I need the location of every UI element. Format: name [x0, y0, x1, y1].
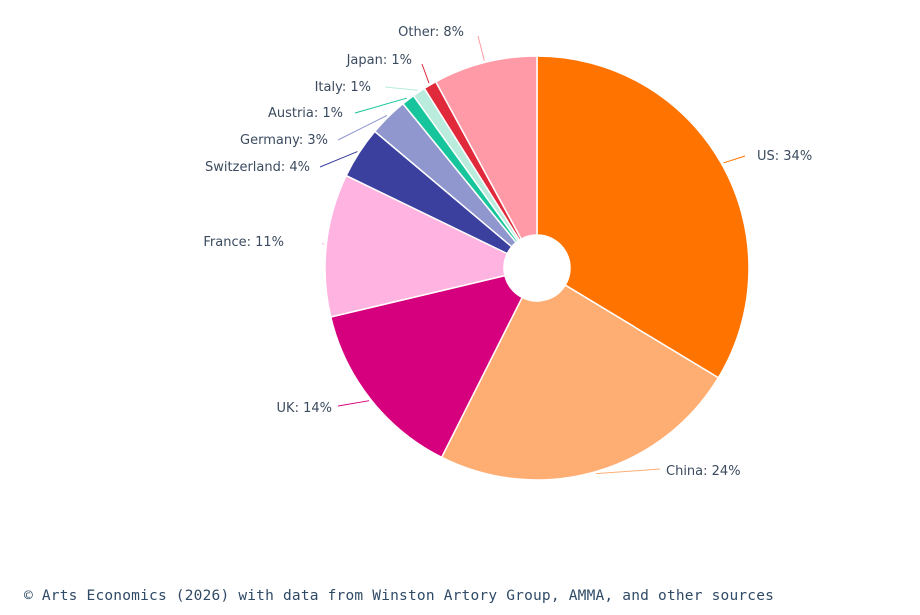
source-note: © Arts Economics (2026) with data from W…: [24, 588, 775, 604]
leader-line: [319, 151, 358, 168]
leader-lines: [319, 35, 746, 475]
pie-slice-france: [324, 174, 509, 318]
slice-label: US: 34%: [757, 149, 812, 164]
slice-label: France: 11%: [203, 235, 284, 250]
slice-label: Other: 8%: [398, 25, 464, 40]
slice-label: China: 24%: [666, 464, 741, 479]
slice-label: Italy: 1%: [315, 80, 371, 95]
leader-line: [477, 35, 485, 61]
leader-line: [596, 468, 661, 475]
pie-chart: US: 34% China: 24% UK: 14% France: 11% Switz…: [203, 25, 812, 481]
leader-line: [384, 86, 418, 91]
pie-slices: [324, 55, 750, 481]
leader-line: [337, 400, 370, 407]
leader-line: [354, 97, 408, 114]
pie-slice-uk: [329, 274, 524, 459]
slice-label: Germany: 3%: [240, 133, 328, 148]
slice-label: Switzerland: 4%: [205, 160, 310, 175]
leader-line: [321, 242, 325, 246]
pie-slice-china: [440, 284, 720, 481]
leader-line: [723, 155, 746, 164]
slice-label: Austria: 1%: [268, 106, 343, 121]
slice-labels: US: 34% China: 24% UK: 14% France: 11% Switz…: [203, 25, 812, 479]
slice-label: UK: 14%: [277, 401, 332, 416]
leader-line: [337, 115, 388, 141]
leader-line: [421, 63, 430, 84]
pie-slice-other: [434, 55, 538, 241]
pie-slice-us: [536, 55, 750, 379]
slice-label: Japan: 1%: [346, 53, 412, 68]
